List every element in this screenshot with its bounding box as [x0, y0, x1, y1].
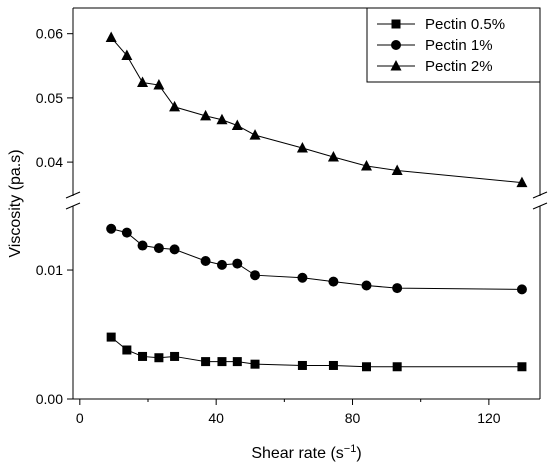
data-point — [250, 270, 261, 281]
data-point — [392, 283, 403, 294]
data-point — [361, 280, 372, 291]
legend-label: Pectin 1% — [425, 37, 493, 54]
data-point — [516, 284, 527, 295]
x-axis-title-suffix: ) — [356, 445, 361, 462]
y-tick-label: 0.00 — [36, 391, 63, 407]
data-point — [232, 357, 242, 367]
data-point — [169, 100, 181, 112]
data-point — [361, 362, 371, 372]
series-square — [106, 332, 527, 372]
data-point — [216, 113, 228, 125]
data-point — [516, 176, 528, 188]
data-point — [137, 240, 148, 251]
y-tick-label: 0.04 — [36, 154, 63, 170]
data-point — [106, 332, 116, 342]
data-point — [327, 150, 339, 162]
y-tick-label: 0.05 — [36, 90, 63, 106]
data-point — [201, 357, 211, 367]
data-point — [137, 76, 149, 87]
data-point — [297, 360, 307, 370]
x-axis-title: Shear rate (s−1) — [251, 443, 361, 462]
x-tick-label: 0 — [76, 410, 84, 426]
axis-break-mark — [532, 202, 548, 210]
axes: 0 40 80 120 0.00 0.01 0.04 0.05 0.06 Shear rate (… — [7, 7, 548, 462]
data-point — [121, 49, 133, 61]
x-axis-title-superscript: −1 — [344, 443, 357, 455]
data-point — [200, 109, 212, 121]
data-point — [392, 362, 402, 372]
legend: Pectin 0.5% Pectin 1% Pectin 2% — [366, 7, 541, 83]
data-point — [297, 272, 308, 283]
data-point — [360, 159, 372, 171]
y-tick-label: 0.06 — [36, 26, 63, 42]
data-point — [328, 276, 339, 287]
data-point — [122, 345, 132, 355]
data-point — [153, 79, 165, 90]
data-point — [217, 357, 227, 367]
axis-break-mark — [65, 202, 81, 210]
x-tick-label: 40 — [208, 410, 224, 426]
data-point — [170, 351, 180, 361]
x-tick-label: 120 — [477, 410, 501, 426]
axis-break-mark — [532, 191, 548, 199]
data-point — [106, 223, 117, 234]
legend-label: Pectin 2% — [425, 58, 493, 75]
series-layer — [105, 31, 528, 372]
data-point — [153, 243, 164, 254]
y-tick-label: 0.01 — [36, 262, 63, 278]
series-line — [110, 336, 522, 368]
legend-marker — [390, 60, 402, 71]
data-point — [169, 244, 180, 255]
data-point — [154, 353, 164, 363]
data-point — [391, 164, 403, 175]
data-point — [231, 119, 243, 131]
series-circle — [106, 223, 527, 295]
axis-break-mark — [65, 191, 81, 199]
y-axis-title: Viscosity (pa.s) — [7, 149, 24, 257]
series-triangle — [105, 31, 528, 188]
data-point — [517, 362, 527, 372]
legend-label: Pectin 0.5% — [425, 16, 505, 33]
x-tick-label: 80 — [345, 410, 361, 426]
data-point — [138, 351, 148, 361]
legend-marker — [391, 19, 401, 29]
data-point — [328, 360, 338, 370]
data-point — [216, 259, 227, 270]
data-point — [105, 31, 117, 43]
data-point — [232, 258, 243, 269]
data-point — [249, 129, 261, 140]
data-point — [200, 256, 211, 267]
series-line — [111, 228, 522, 290]
data-point — [250, 359, 260, 369]
legend-marker — [391, 40, 401, 50]
data-point — [296, 141, 308, 153]
data-point — [121, 227, 132, 238]
